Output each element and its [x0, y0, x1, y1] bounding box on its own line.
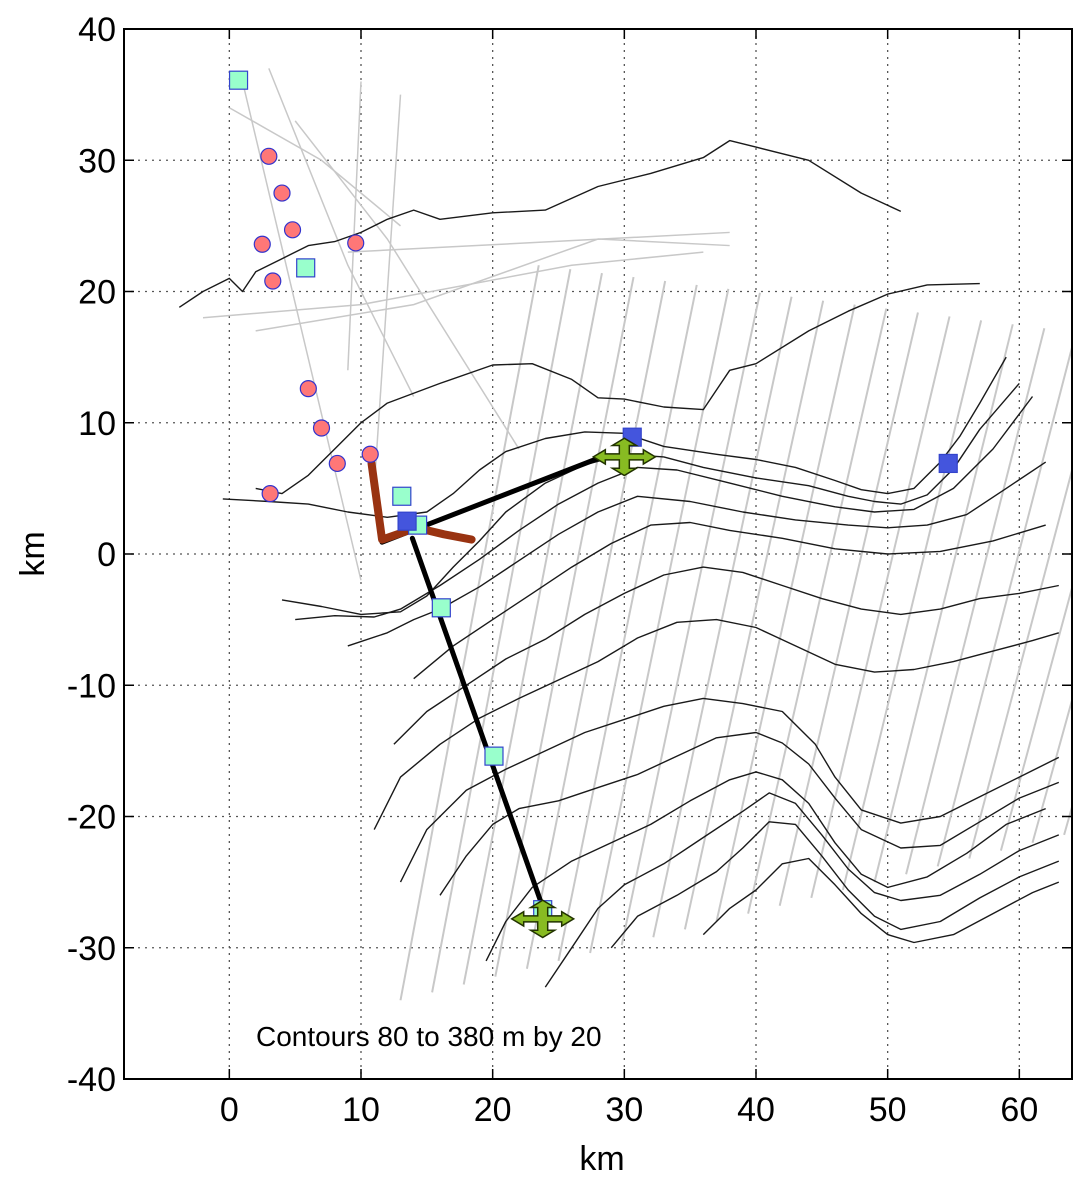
survey-track: [968, 466, 1072, 859]
x-tick-label: 0: [220, 1091, 239, 1129]
survey-track: [778, 312, 919, 906]
circle-marker: [299, 380, 317, 398]
survey-track: [683, 300, 825, 930]
survey-track: [202, 251, 704, 319]
contour-line: [485, 771, 1046, 962]
y-axis-title: km: [14, 531, 52, 576]
light-square-marker: [392, 486, 412, 506]
survey-track: [652, 296, 793, 938]
survey-track: [841, 320, 983, 891]
survey-track: [241, 81, 362, 581]
x-tick-label: 50: [869, 1091, 907, 1129]
survey-track: [905, 328, 1046, 875]
x-tick-label: 10: [342, 1091, 380, 1129]
circle-marker: [312, 419, 331, 437]
x-axis-title: km: [579, 1140, 624, 1177]
light-square-marker: [431, 598, 451, 618]
survey-track: [810, 316, 951, 899]
markers: [228, 70, 958, 939]
dark-square-marker: [938, 453, 958, 474]
contour-line: [413, 521, 1046, 680]
survey-track: [373, 94, 402, 489]
circle-marker: [253, 235, 271, 253]
contour-line: [439, 731, 1060, 896]
circle-marker: [283, 221, 302, 239]
contour-line: [373, 618, 1059, 830]
axis-ticks: 0 10 20 30 40 50 60 40 30 20 10 0 -10 -20 -30 -40: [67, 11, 1072, 1129]
move-arrow-icon: [510, 899, 576, 939]
circle-marker: [328, 454, 346, 473]
survey-track: [347, 81, 362, 371]
circle-marker: [273, 184, 291, 202]
survey-track: [255, 238, 730, 332]
survey-track: [747, 308, 888, 914]
contour-line: [255, 282, 980, 495]
light-square-marker: [296, 258, 316, 278]
move-arrow-icon: [591, 437, 657, 477]
y-tick-label: -40: [67, 1061, 116, 1099]
contour-line: [610, 821, 1060, 949]
survey-track: [557, 284, 698, 962]
light-square-marker: [484, 746, 504, 766]
circle-marker: [261, 485, 279, 503]
y-tick-label: 0: [97, 536, 116, 574]
contour-annotation: Contours 80 to 380 m by 20: [256, 1021, 602, 1052]
y-tick-label: 30: [78, 142, 116, 180]
contour-line: [295, 396, 1034, 621]
contour-line: [178, 139, 902, 308]
circle-marker: [260, 147, 278, 165]
contour-line: [544, 792, 1060, 988]
survey-track: [268, 68, 415, 397]
survey-track: [228, 107, 401, 227]
circle-marker: [264, 272, 282, 290]
y-tick-label: 10: [78, 405, 116, 443]
contour-line: [399, 697, 1060, 883]
survey-track: [462, 272, 603, 985]
x-tick-label: 40: [737, 1091, 775, 1129]
circle-marker: [347, 234, 365, 252]
survey-track: [399, 265, 540, 1001]
survey-track: [715, 304, 856, 922]
circle-marker: [361, 445, 379, 463]
survey-track: [999, 584, 1072, 851]
y-tick-label: -20: [67, 799, 116, 837]
y-tick-label: 20: [78, 274, 116, 312]
contour-line: [393, 566, 1059, 745]
x-tick-label: 20: [474, 1091, 512, 1129]
x-tick-label: 30: [605, 1091, 643, 1129]
survey-track: [525, 280, 667, 969]
survey-track: [347, 231, 730, 253]
survey-track: [936, 343, 1072, 867]
contour-line: [702, 857, 1060, 944]
y-tick-label: -30: [67, 930, 116, 968]
survey-track: [294, 120, 520, 450]
dark-square-marker: [397, 511, 417, 531]
y-tick-label: -10: [67, 667, 116, 705]
y-tick-label: 40: [78, 11, 116, 49]
survey-track: [620, 292, 761, 946]
light-square-marker: [228, 70, 249, 90]
x-tick-label: 60: [1000, 1091, 1038, 1129]
